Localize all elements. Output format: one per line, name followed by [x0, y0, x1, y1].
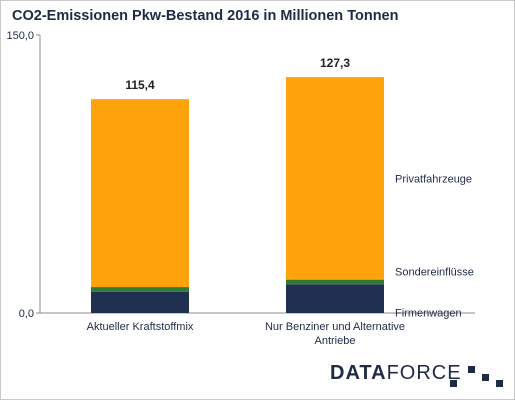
bar-segment [91, 291, 189, 313]
y-tick-label: 0,0 [19, 308, 34, 320]
legend-label: Firmenwagen [395, 308, 462, 320]
x-category-label: Aktueller Kraftstoffmix [87, 321, 194, 333]
bar-segment [286, 284, 384, 313]
logo-square-3 [450, 380, 457, 387]
bar-total-label: 115,4 [125, 78, 155, 92]
bar-total-label: 127,3 [320, 56, 350, 70]
x-category-label: Nur Benziner und Alternative [265, 321, 405, 333]
bar-segment [286, 77, 384, 280]
x-category-label: Antriebe [315, 335, 356, 347]
legend-label: Sondereinflüsse [395, 267, 474, 279]
logo-square-2 [482, 374, 489, 381]
legend-label: Privatfahrzeuge [395, 173, 472, 185]
dataforce-logo: DATAFORCE [330, 362, 462, 385]
bar-segment [91, 287, 189, 292]
logo-square-1 [468, 366, 475, 373]
y-tick-label: 150,0 [6, 30, 34, 42]
bar-segment [286, 279, 384, 285]
logo-part-data: DATA [330, 362, 387, 384]
bar-segment [91, 99, 189, 288]
logo-part-force: FORCE [386, 362, 462, 384]
logo-square-4 [496, 380, 503, 387]
chart-title: CO2-Emissionen Pkw-Bestand 2016 in Milli… [12, 8, 399, 24]
